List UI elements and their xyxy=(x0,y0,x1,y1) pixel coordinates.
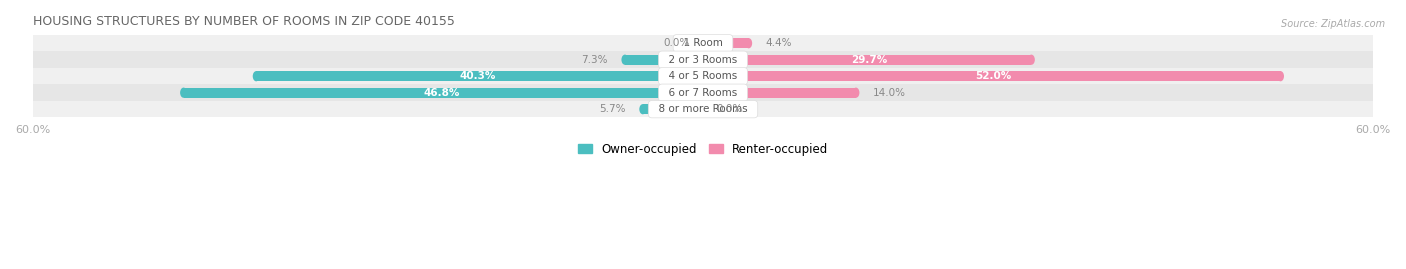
Circle shape xyxy=(640,104,647,114)
Bar xyxy=(32,68,1374,84)
Bar xyxy=(703,88,856,98)
Text: 0.0%: 0.0% xyxy=(664,38,689,48)
Text: 46.8%: 46.8% xyxy=(423,88,460,98)
Circle shape xyxy=(253,71,260,81)
Circle shape xyxy=(745,38,752,48)
Bar xyxy=(256,71,703,81)
Text: 40.3%: 40.3% xyxy=(460,71,496,81)
Text: 52.0%: 52.0% xyxy=(976,71,1012,81)
Circle shape xyxy=(1277,71,1284,81)
Text: 4 or 5 Rooms: 4 or 5 Rooms xyxy=(662,71,744,81)
Bar xyxy=(703,38,749,48)
Legend: Owner-occupied, Renter-occupied: Owner-occupied, Renter-occupied xyxy=(572,138,834,160)
Circle shape xyxy=(180,88,187,98)
Bar xyxy=(32,51,1374,68)
Text: 6 or 7 Rooms: 6 or 7 Rooms xyxy=(662,88,744,98)
Bar xyxy=(32,84,1374,101)
Text: 2 or 3 Rooms: 2 or 3 Rooms xyxy=(662,55,744,65)
Text: 29.7%: 29.7% xyxy=(851,55,887,65)
Circle shape xyxy=(852,88,859,98)
Circle shape xyxy=(1028,55,1035,65)
Bar xyxy=(32,35,1374,51)
Circle shape xyxy=(621,55,628,65)
Bar xyxy=(643,104,703,114)
Text: 8 or more Rooms: 8 or more Rooms xyxy=(652,104,754,114)
Text: 7.3%: 7.3% xyxy=(582,55,607,65)
Text: 14.0%: 14.0% xyxy=(873,88,905,98)
Bar xyxy=(624,55,703,65)
Text: 4.4%: 4.4% xyxy=(766,38,792,48)
Bar xyxy=(703,71,1281,81)
Text: 0.0%: 0.0% xyxy=(717,104,742,114)
Text: 5.7%: 5.7% xyxy=(599,104,626,114)
Text: HOUSING STRUCTURES BY NUMBER OF ROOMS IN ZIP CODE 40155: HOUSING STRUCTURES BY NUMBER OF ROOMS IN… xyxy=(32,15,454,28)
Text: 1 Room: 1 Room xyxy=(676,38,730,48)
Bar xyxy=(703,55,1032,65)
Text: Source: ZipAtlas.com: Source: ZipAtlas.com xyxy=(1281,19,1385,29)
Bar xyxy=(184,88,703,98)
Bar xyxy=(32,101,1374,118)
